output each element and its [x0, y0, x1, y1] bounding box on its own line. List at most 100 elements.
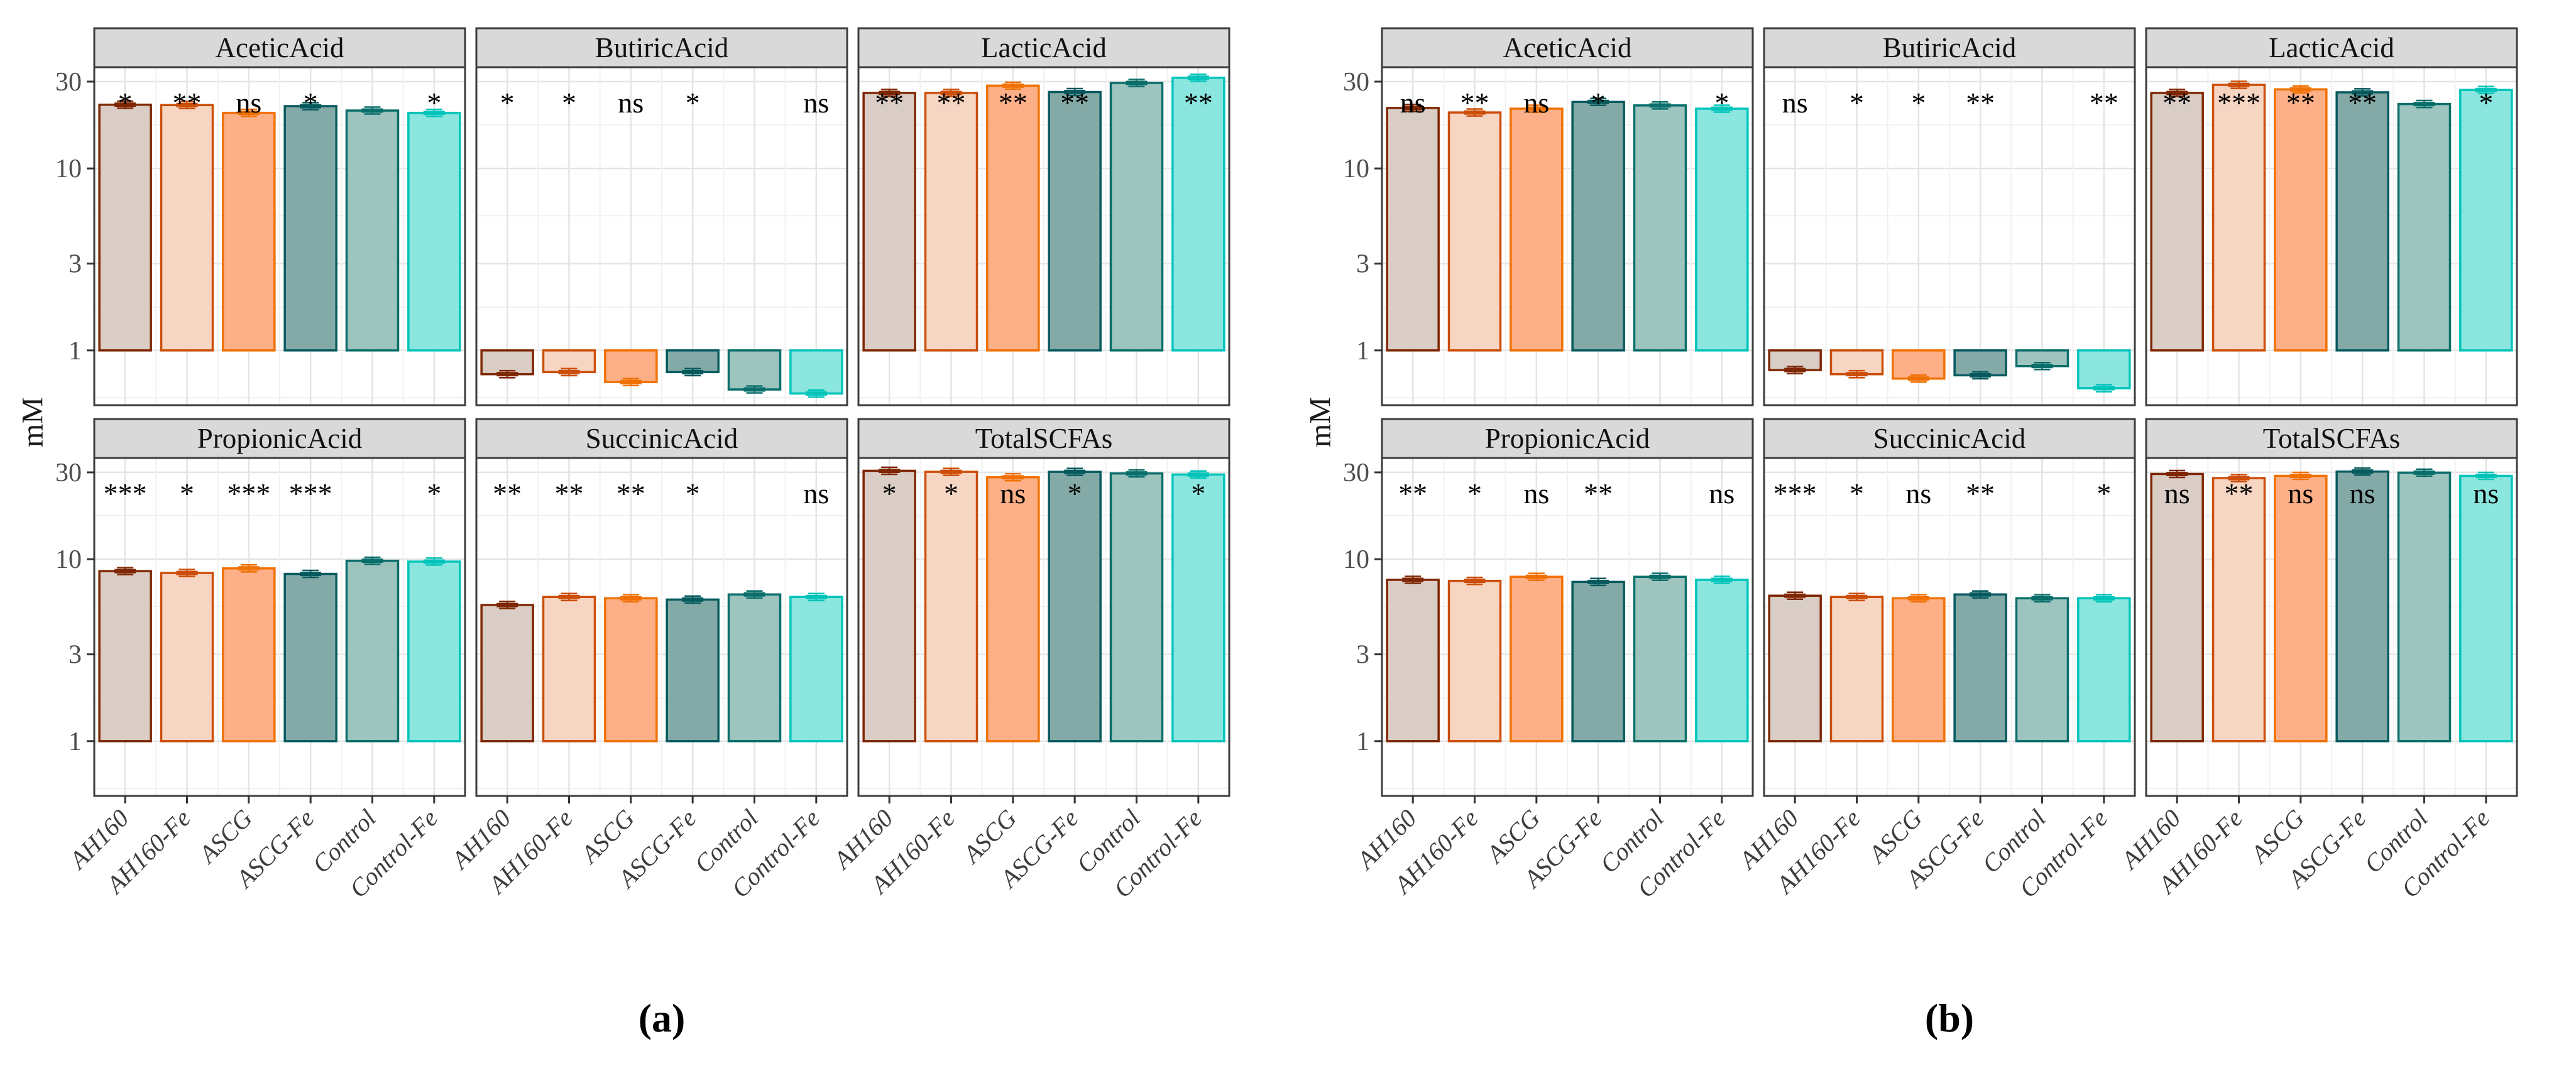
facet-header	[2145, 27, 2518, 68]
y-tick-label: 1	[69, 337, 82, 366]
bar-AH160	[480, 604, 534, 743]
facet-title: TotalSCFAs	[975, 423, 1113, 454]
y-tick-label: 30	[1343, 68, 1369, 97]
significance-label: **	[2225, 477, 2254, 509]
significance-label: ns	[2350, 477, 2376, 509]
significance-label: **	[1398, 477, 1427, 509]
facet-header	[2145, 418, 2518, 459]
significance-label: **	[1060, 87, 1089, 119]
y-tick-label: 3	[69, 250, 82, 279]
bar-Control	[2015, 597, 2069, 743]
bar-AH160	[1768, 594, 1822, 743]
facet-PropionicAcid: *** * *** *** *PropionicAcid301031AH160AH160…	[55, 418, 466, 903]
significance-label: **	[1461, 87, 1489, 119]
bar-ASCG	[2274, 88, 2328, 352]
bar-AH160-Fe	[1829, 596, 1884, 743]
significance-label: *	[118, 87, 133, 119]
facet-TotalSCFAs: ns ** ns ns nsTotalSCFAsAH160AH160-FeASCGASC…	[2114, 418, 2518, 903]
bar-ASCG-Fe	[1048, 90, 1102, 352]
bar-AH160	[1386, 107, 1440, 352]
bar-ASCG	[1510, 575, 1564, 743]
caption-b: (b)	[1924, 996, 1975, 1040]
y-tick-label: 30	[55, 459, 82, 487]
significance-label: *	[427, 477, 441, 509]
panel-a: * ** ns * * AceticAcid 30 10 3 1 * * ns * ns ButiricAci…	[16, 27, 1230, 1040]
significance-label: ns	[2473, 477, 2499, 509]
significance-label: *	[1068, 477, 1082, 509]
significance-label: *	[1850, 477, 1864, 509]
panel-b: ns ** ns * * AceticAcid 30 10 3 1 ns * * ** ** ButiricA…	[1288, 0, 2576, 1078]
significance-label: ns	[2288, 477, 2313, 509]
significance-label: *	[882, 477, 897, 509]
bar-AH160-Fe	[160, 104, 214, 352]
bar-Control-Fe	[407, 111, 461, 352]
y-tick-label: 3	[1356, 641, 1369, 670]
facet-SuccinicAcid: ** ** ** * nsSuccinicAcidAH160AH160-FeASCGAS…	[444, 418, 848, 903]
significance-label: *	[427, 87, 441, 119]
bar-Control-Fe	[2077, 597, 2131, 743]
facet-title: SuccinicAcid	[586, 423, 738, 454]
facet-title: ButiricAcid	[595, 32, 728, 63]
significance-label: *	[2479, 87, 2493, 119]
significance-label: ns	[618, 87, 644, 119]
bar-Control-Fe	[1171, 473, 1225, 743]
facet-header	[475, 27, 848, 68]
y-tick-label: 10	[1343, 545, 1369, 574]
significance-label: ***	[1773, 477, 1817, 509]
y-tick-label: 1	[1356, 337, 1369, 366]
significance-label: *	[1714, 87, 1729, 119]
facet-header	[857, 27, 1230, 68]
y-tick-label: 1	[69, 727, 82, 756]
y-tick-label: 10	[55, 545, 82, 574]
significance-label: *	[1911, 87, 1926, 119]
significance-label: ***	[2217, 87, 2261, 119]
bar-AH160	[98, 103, 152, 352]
bar-ASCG	[2274, 474, 2328, 743]
bar-Control	[2397, 102, 2452, 352]
facet-TotalSCFAs: * * ns * *TotalSCFAsAH160AH160-FeASCGASCG-Fe…	[826, 418, 1230, 903]
significance-label: *	[1191, 477, 1205, 509]
y-tick-label: 30	[1343, 459, 1369, 487]
facet-title: PropionicAcid	[1485, 423, 1650, 454]
bar-AH160-Fe	[160, 572, 214, 743]
bar-ASCG	[1892, 597, 1946, 743]
bar-Control-Fe	[789, 596, 843, 743]
significance-label: *	[500, 87, 515, 119]
significance-label: ns	[236, 87, 261, 119]
bar-ASCG	[604, 597, 658, 743]
significance-label: **	[2286, 87, 2315, 119]
bar-ASCG-Fe	[2335, 91, 2389, 352]
bar-Control-Fe	[2459, 89, 2513, 352]
bar-AH160	[862, 92, 916, 352]
significance-label: **	[999, 87, 1028, 119]
bar-AH160-Fe	[2212, 477, 2266, 743]
facet-title: TotalSCFAs	[2263, 423, 2401, 454]
significance-label: *	[562, 87, 576, 119]
significance-label: **	[1584, 477, 1613, 509]
facet-title: AceticAcid	[216, 32, 344, 63]
bar-ASCG-Fe	[1953, 349, 2007, 377]
significance-label: *	[304, 87, 318, 119]
facet-title: LacticAcid	[2269, 32, 2394, 63]
significance-label: *	[1850, 87, 1864, 119]
bar-ASCG-Fe	[666, 598, 720, 743]
bar-ASCG	[986, 476, 1040, 743]
y-tick-label: 10	[1343, 155, 1369, 183]
bar-Control	[345, 109, 400, 352]
y-tick-label: 3	[1356, 250, 1369, 279]
significance-label: *	[686, 477, 700, 509]
facet-SuccinicAcid: *** * ns ** *SuccinicAcidAH160AH160-FeASCGAS…	[1732, 418, 2136, 903]
bar-ASCG	[604, 349, 658, 383]
significance-label: ***	[289, 477, 332, 509]
facet-header	[475, 418, 848, 459]
significance-label: **	[617, 477, 645, 509]
facet-header	[1763, 27, 2136, 68]
facet-header	[93, 27, 466, 68]
significance-label: *	[1467, 477, 1482, 509]
bar-Control-Fe	[789, 349, 843, 395]
bar-AH160	[1386, 579, 1440, 743]
significance-label: ns	[803, 477, 829, 509]
significance-label: ***	[227, 477, 270, 509]
